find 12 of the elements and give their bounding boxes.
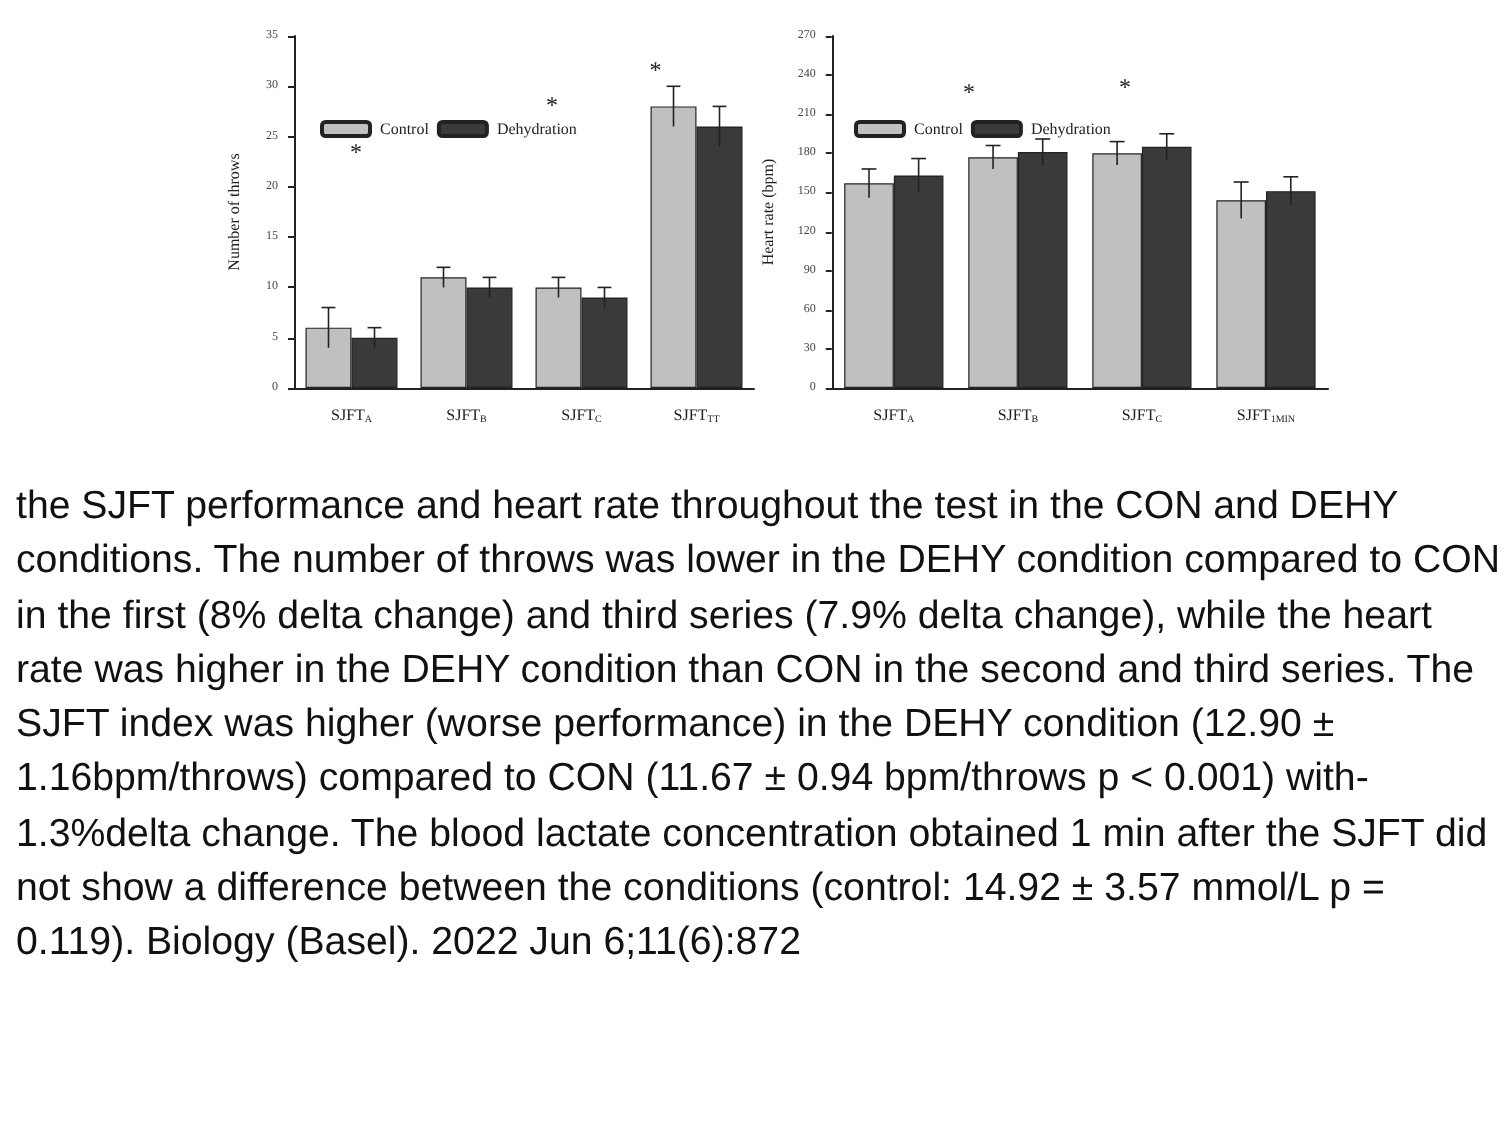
- legend-label: Control: [914, 120, 965, 138]
- annotation: *: [963, 77, 975, 106]
- annotation: *: [1119, 73, 1131, 102]
- y-axis-title: Heart rate (bpm): [759, 158, 777, 266]
- annotation: *: [649, 55, 662, 84]
- text: the SJFT performance and heart rate throughout the test in the CON and DEHY conditions. The number of throws was lower in the DEHY condition compared to CON in the first (8% delta change) and third series (7.9% delta change), while the heart rate was higher in the DEHY condition than CON in the second and third series. The SJFT index was higher (worse performance) in the DEHY condition (12.90 ± 1.16bpm/throws) compared to CON (11.67 ± 0.94 bpm/throws p < 0.001) with-1.3%delta change. The blood lactate concentration obtained 1 min after the SJFT did not show a difference between the conditions (control: 14.92 ± 3.57 mmol/L p = 0.119). Biology (Basel). 2022 Jun 6;11(6):872: [16, 484, 1501, 965]
- annotation: *: [350, 137, 362, 166]
- legend-label: Dehydration: [1030, 120, 1111, 138]
- y-axis-title: Number of throws: [225, 153, 243, 271]
- legend-label: Dehydration: [496, 120, 577, 138]
- annotation: *: [546, 91, 558, 120]
- legend-label: Control: [380, 120, 431, 138]
